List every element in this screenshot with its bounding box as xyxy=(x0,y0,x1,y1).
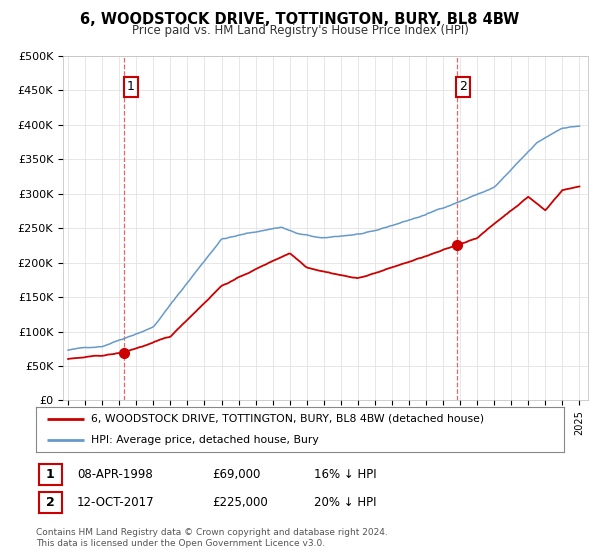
Text: 16% ↓ HPI: 16% ↓ HPI xyxy=(314,468,376,481)
Text: 1: 1 xyxy=(46,468,55,481)
Text: £225,000: £225,000 xyxy=(212,496,268,509)
Text: £69,000: £69,000 xyxy=(212,468,260,481)
Text: HPI: Average price, detached house, Bury: HPI: Average price, detached house, Bury xyxy=(91,435,319,445)
Text: 2: 2 xyxy=(460,81,467,94)
Text: 12-OCT-2017: 12-OCT-2017 xyxy=(77,496,154,509)
Text: 2: 2 xyxy=(46,496,55,509)
Text: 08-APR-1998: 08-APR-1998 xyxy=(77,468,152,481)
Text: Price paid vs. HM Land Registry's House Price Index (HPI): Price paid vs. HM Land Registry's House … xyxy=(131,24,469,37)
Text: Contains HM Land Registry data © Crown copyright and database right 2024.
This d: Contains HM Land Registry data © Crown c… xyxy=(36,528,388,548)
Text: 6, WOODSTOCK DRIVE, TOTTINGTON, BURY, BL8 4BW (detached house): 6, WOODSTOCK DRIVE, TOTTINGTON, BURY, BL… xyxy=(91,414,485,424)
Text: 6, WOODSTOCK DRIVE, TOTTINGTON, BURY, BL8 4BW: 6, WOODSTOCK DRIVE, TOTTINGTON, BURY, BL… xyxy=(80,12,520,27)
Text: 20% ↓ HPI: 20% ↓ HPI xyxy=(314,496,376,509)
Text: 1: 1 xyxy=(127,81,134,94)
